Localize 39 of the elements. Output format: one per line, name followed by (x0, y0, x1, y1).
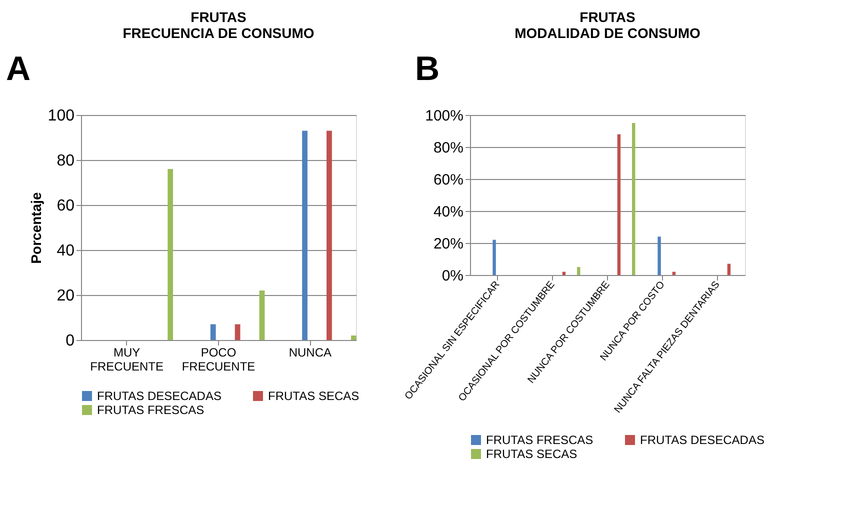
bar (576, 267, 580, 275)
chart-title: FRUTAS FRECUENCIA DE CONSUMO (122, 9, 314, 41)
y-tick-label: 40% (433, 204, 464, 220)
y-tick-label: 40 (56, 242, 75, 260)
bar (617, 134, 621, 275)
y-tick-label: 0% (442, 268, 464, 284)
legend-label: FRUTAS DESECADAS (97, 389, 222, 403)
legend-label: FRUTAS SECAS (486, 447, 578, 461)
y-tick-label: 80 (56, 152, 75, 170)
x-tick-label: POCO FRECUENTE (182, 346, 256, 374)
legend-label: FRUTAS FRESCAS (97, 403, 204, 417)
text: B (415, 50, 440, 88)
y-tick-label: 60 (56, 198, 75, 214)
chart-title: FRUTAS MODALIDAD DE CONSUMO (514, 9, 701, 41)
bar (350, 336, 356, 340)
y-tick-label: 100 (48, 108, 75, 124)
y-tick-label: 20% (433, 236, 464, 252)
bar (168, 169, 174, 340)
y-tick-label: 20 (56, 288, 75, 304)
bar (210, 324, 216, 340)
bar (326, 130, 332, 340)
bar (302, 130, 308, 340)
legend-label: FRUTAS DESECADAS (640, 433, 764, 447)
x-tick-label: MUY FRECUENTE (90, 346, 164, 374)
y-tick-label: 60% (433, 172, 464, 188)
bar (632, 123, 636, 275)
y-tick-label: 100% (425, 108, 464, 124)
x-tick-label: NUNCA (288, 346, 332, 360)
y-tick-label: 80% (433, 140, 464, 156)
bar (234, 324, 240, 340)
legend-label: FRUTAS SECAS (268, 389, 360, 403)
y-axis-title: Porcentaje (28, 192, 44, 264)
text: A (6, 50, 31, 88)
y-tick-label: 0 (66, 332, 75, 350)
bar (658, 236, 661, 275)
bar (259, 290, 265, 340)
legend-label: FRUTAS FRESCAS (486, 433, 594, 447)
bar (727, 264, 731, 275)
bar (492, 240, 496, 275)
